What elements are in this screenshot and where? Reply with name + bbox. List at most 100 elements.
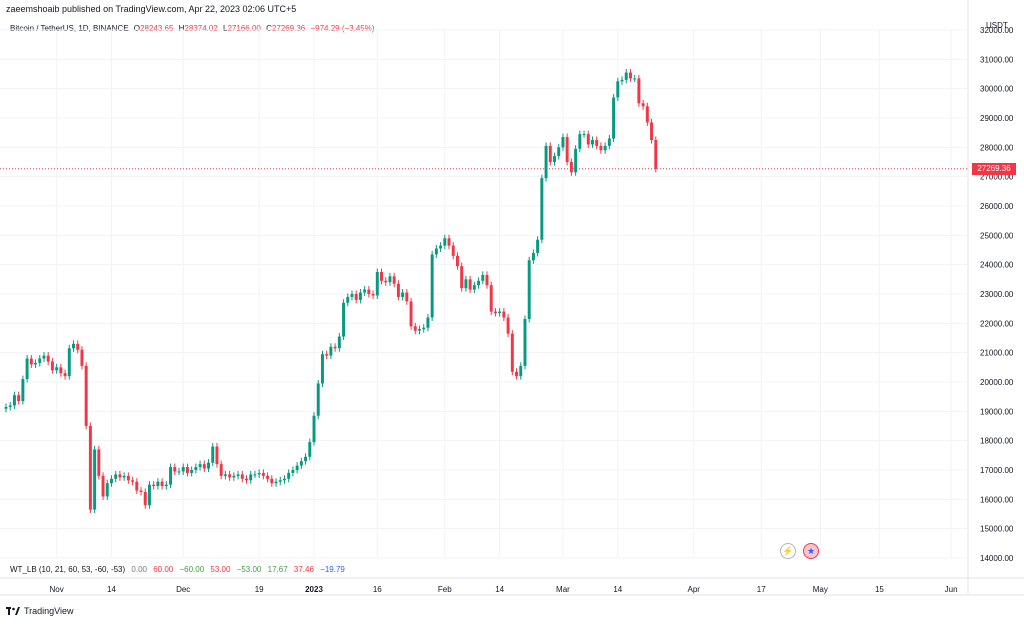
candle <box>654 140 658 169</box>
candle <box>540 178 544 240</box>
candle <box>21 379 25 402</box>
candle <box>295 465 299 470</box>
candle <box>312 415 316 443</box>
candle <box>266 475 270 479</box>
candle <box>354 294 358 300</box>
candle <box>185 467 189 473</box>
candle <box>607 138 611 146</box>
y-tick-label: 15000.00 <box>980 525 1014 534</box>
tradingview-logo-icon <box>6 606 20 615</box>
candle <box>350 294 354 297</box>
candle <box>80 349 84 366</box>
candle <box>245 478 248 481</box>
symbol-name[interactable]: Bitcoin / TetherUS, 1D, BINANCE <box>10 24 129 33</box>
x-tick-label: 19 <box>255 585 264 594</box>
candle <box>553 156 556 162</box>
candle <box>586 134 590 145</box>
candle <box>616 81 620 98</box>
candle <box>358 292 362 300</box>
x-tick-label: 17 <box>757 585 766 594</box>
candle <box>418 329 421 331</box>
candle <box>460 266 464 289</box>
candle <box>55 367 59 371</box>
candle <box>156 481 160 487</box>
indicator-name[interactable]: WT_LB (10, 21, 60, 53, -60, -53) <box>10 565 126 574</box>
candle <box>591 140 594 145</box>
candle <box>139 490 143 492</box>
candle <box>291 470 295 473</box>
indicator-value: 37.46 <box>293 565 314 574</box>
candle <box>194 467 198 470</box>
candle <box>557 147 561 157</box>
candle <box>633 78 637 80</box>
lightning-icon[interactable]: ⚡ <box>780 543 796 559</box>
candle <box>506 317 510 334</box>
candle <box>181 467 185 472</box>
candle <box>637 78 641 104</box>
candle <box>337 336 341 349</box>
x-tick-label: 14 <box>107 585 116 594</box>
candle <box>599 145 603 151</box>
candle <box>371 294 375 296</box>
candle <box>409 301 413 327</box>
candle <box>17 395 21 402</box>
axis-unit: USDT <box>986 21 1008 30</box>
high-label: H28374.02 <box>178 24 218 33</box>
x-tick-label: 14 <box>613 585 622 594</box>
candle <box>169 467 173 485</box>
candle <box>270 478 274 484</box>
candle <box>72 343 75 349</box>
candle <box>240 474 244 479</box>
candle <box>451 245 455 256</box>
candle <box>650 122 654 140</box>
candle <box>396 283 400 297</box>
candle <box>34 362 38 365</box>
candle <box>12 395 16 406</box>
y-tick-label: 16000.00 <box>980 495 1014 504</box>
tradingview-brand[interactable]: TradingView <box>6 606 74 616</box>
indicator-value: 0.00 <box>131 565 147 574</box>
close-label: C27269.36 <box>266 24 306 33</box>
candle <box>641 103 645 107</box>
indicator-value: 53.00 <box>210 565 231 574</box>
y-tick-label: 17000.00 <box>980 466 1014 475</box>
y-tick-label: 25000.00 <box>980 231 1014 240</box>
candle <box>443 238 447 246</box>
candle <box>160 481 164 487</box>
candle <box>198 464 202 468</box>
candle <box>430 254 434 318</box>
candle <box>4 406 8 409</box>
candle <box>282 478 286 481</box>
candle <box>624 72 628 80</box>
candle <box>59 367 63 374</box>
candle <box>93 449 97 510</box>
candle <box>439 245 443 249</box>
candle <box>367 289 371 294</box>
chart-grid <box>0 0 1024 596</box>
y-axis: 14000.00 15000.00 16000.00 17000.00 18000.00… <box>980 26 1014 563</box>
candle <box>510 333 514 372</box>
published-header: zaeemshoaib published on TradingView.com… <box>6 4 297 14</box>
symbol-legend: Bitcoin / TetherUS, 1D, BINANCE O28243.6… <box>10 24 378 33</box>
candle <box>447 238 451 246</box>
candle <box>342 302 346 337</box>
x-tick-label: 2023 <box>305 585 323 594</box>
candle <box>375 272 379 296</box>
candle <box>278 480 282 482</box>
candle <box>325 354 329 356</box>
candle <box>477 280 481 286</box>
candle <box>135 481 139 491</box>
us-flag-icon[interactable]: ★ <box>803 543 819 559</box>
brand-label: TradingView <box>24 606 74 616</box>
candle <box>595 140 599 146</box>
candles <box>4 69 658 514</box>
candle <box>202 464 206 469</box>
candle <box>308 442 312 457</box>
candle <box>384 280 388 283</box>
indicator-value: −60.00 <box>179 565 205 574</box>
candle <box>565 137 569 162</box>
candle <box>472 285 476 290</box>
candle <box>346 296 350 303</box>
candle <box>316 383 320 416</box>
